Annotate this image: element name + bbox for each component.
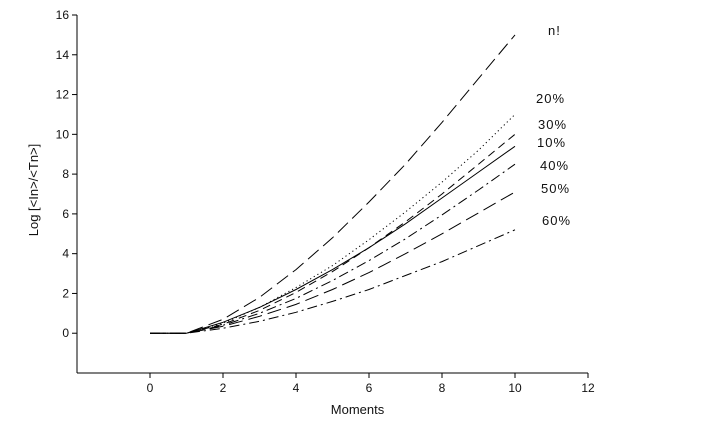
series-line-5	[150, 163, 516, 334]
x-tick-label: 6	[366, 381, 373, 395]
series-label-6: 50%	[541, 181, 570, 196]
y-tick-label: 4	[62, 247, 69, 261]
series-line-3	[150, 133, 516, 334]
series-label-1: n!	[548, 23, 561, 38]
y-tick-label: 2	[62, 286, 69, 300]
x-axis-ticks: 0 2 4 6 8 10 12	[147, 373, 595, 395]
axes	[76, 15, 588, 374]
series-label-3: 30%	[538, 117, 567, 132]
x-tick-label: 2	[220, 381, 227, 395]
x-tick-label: 4	[293, 381, 300, 395]
x-tick-label: 0	[147, 381, 154, 395]
y-tick-label: 8	[62, 167, 69, 181]
series-line-7	[150, 229, 516, 334]
x-axis-label: Moments	[331, 402, 385, 417]
series-label-4: 10%	[537, 135, 566, 150]
series-labels: n! 20% 30% 10% 40% 50% 60%	[536, 23, 571, 228]
y-tick-label: 6	[62, 207, 69, 221]
y-axis-label: Log [<In>/<Tn>]	[26, 144, 41, 237]
y-tick-label: 10	[56, 127, 70, 141]
series-lines	[150, 34, 516, 334]
y-tick-label: 12	[56, 88, 70, 102]
y-axis-ticks: 0 2 4 6 8 10 12 14 16	[56, 8, 77, 340]
series-line-4	[150, 145, 516, 334]
series-line-6	[150, 191, 516, 334]
series-line-1	[150, 34, 516, 334]
y-tick-label: 14	[56, 48, 70, 62]
series-label-2: 20%	[536, 91, 565, 106]
series-label-7: 60%	[542, 213, 571, 228]
series-line-2	[150, 114, 516, 334]
y-tick-label: 16	[56, 8, 70, 22]
x-tick-label: 8	[439, 381, 446, 395]
series-label-5: 40%	[540, 158, 569, 173]
x-tick-label: 12	[581, 381, 595, 395]
x-tick-label: 10	[508, 381, 522, 395]
y-tick-label: 0	[62, 326, 69, 340]
